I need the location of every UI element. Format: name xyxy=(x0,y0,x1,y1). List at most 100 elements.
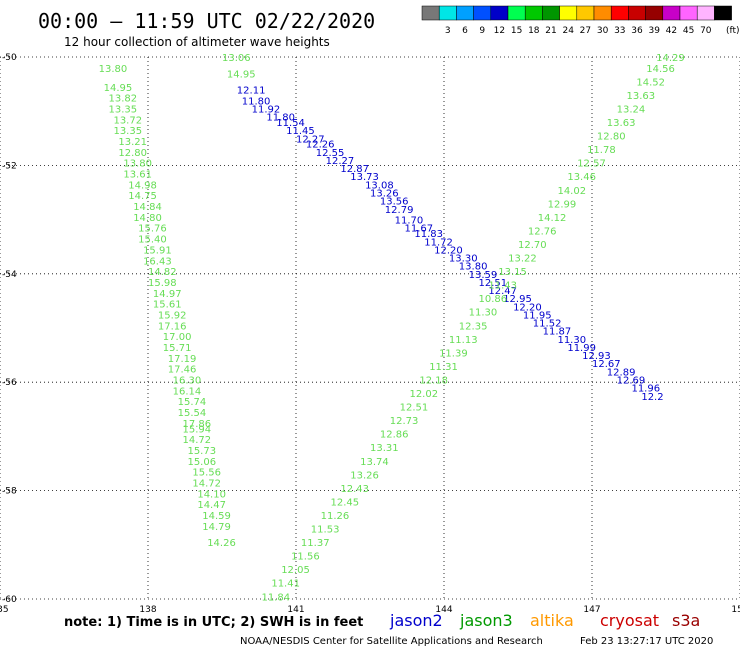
legend-tick-label: 36 xyxy=(631,26,643,36)
y-tick-label: -60 xyxy=(2,595,17,605)
legend-swatch xyxy=(696,5,715,21)
swh-value-label: 11.54 xyxy=(276,118,305,129)
swh-value-label: 12.70 xyxy=(518,240,547,251)
swh-value-label: 11.96 xyxy=(631,384,660,395)
track-b: 12.1111.8011.9211.8011.5411.4512.2712.26… xyxy=(237,86,664,403)
swh-value-label: 15.76 xyxy=(138,224,167,235)
swh-value-label: 14.52 xyxy=(636,77,665,88)
swh-value-label: 16.14 xyxy=(173,386,202,397)
swh-value-label: 14.59 xyxy=(202,511,231,522)
swh-value-label: 11.30 xyxy=(557,335,586,346)
swh-value-label: 13.46 xyxy=(567,172,596,183)
swh-value-label: 13.31 xyxy=(370,443,399,454)
swh-value-label: 17.86 xyxy=(183,419,212,430)
legend-tick-label: 15 xyxy=(511,26,522,36)
swh-value-label: 15.71 xyxy=(163,343,192,354)
legend-swatch xyxy=(421,5,440,21)
swh-value-label: 11.72 xyxy=(424,237,453,248)
swh-value-label: 13.21 xyxy=(118,137,147,148)
swh-value-label: 11.80 xyxy=(242,96,271,107)
swh-value-label: 14.72 xyxy=(183,435,212,446)
swh-value-label: 12.47 xyxy=(488,286,517,297)
legend-tick-label: 18 xyxy=(528,26,540,36)
chart-title: 00:00 – 11:59 UTC 02/22/2020 xyxy=(38,9,375,33)
footer-credit: NOAA/NESDIS Center for Satellite Applica… xyxy=(240,636,543,647)
swh-value-label: 14.79 xyxy=(202,522,231,533)
swh-value-label: 17.16 xyxy=(158,321,187,332)
legend-swatch xyxy=(714,5,732,21)
swh-value-label: 17.00 xyxy=(163,332,192,343)
swh-value-label: 11.70 xyxy=(395,216,424,227)
legend-tick-label: 70 xyxy=(700,26,712,36)
swh-value-label: 15.06 xyxy=(187,457,216,468)
y-tick-label: -50 xyxy=(2,53,17,63)
swh-value-label: 13.30 xyxy=(449,254,478,265)
swh-value-label: 12.79 xyxy=(385,205,414,216)
legend-tick-label: 27 xyxy=(580,26,591,36)
swh-value-label: 13.22 xyxy=(508,254,537,265)
x-tick-label: 141 xyxy=(287,605,304,615)
swh-value-label: 11.37 xyxy=(301,538,330,549)
legend-tick-label: 3 xyxy=(445,26,451,36)
swh-value-label: 12.55 xyxy=(316,148,345,159)
footer-timestamp: Feb 23 13:27:17 UTC 2020 xyxy=(580,636,713,647)
plot-area: 135 138 141 144 147 150 -50 -52 -54 -56 -58 -60 13.0… xyxy=(0,53,740,615)
swh-value-label: 11.78 xyxy=(587,145,616,156)
swh-value-label: 14.82 xyxy=(148,267,177,278)
swh-value-label: 13.82 xyxy=(109,94,138,105)
swh-value-label: 12.2 xyxy=(641,392,663,403)
swh-value-label: 12.99 xyxy=(548,199,577,210)
swh-value-label: 15.98 xyxy=(148,278,177,289)
swh-value-label: 12.51 xyxy=(400,403,429,414)
legend-swatch xyxy=(576,5,595,21)
swh-value-label: 15.92 xyxy=(158,310,187,321)
swh-value-label: 13.80 xyxy=(459,262,488,273)
swh-value-label: 10.86 xyxy=(479,294,508,305)
swh-value-label: 12.27 xyxy=(326,156,355,167)
swh-value-label: 14.56 xyxy=(646,64,675,75)
color-legend: 3 6 9 12 15 18 21 24 27 30 33 36 39 42 45 70 xyxy=(421,5,732,36)
swh-value-label: 12.67 xyxy=(592,359,621,370)
swh-value-label: 11.92 xyxy=(252,104,281,115)
swh-value-label: 12.11 xyxy=(237,86,266,97)
legend-swatch xyxy=(490,5,509,21)
legend-tick-label: 42 xyxy=(666,26,677,36)
legend-swatch xyxy=(628,5,646,21)
swh-value-label: 12.27 xyxy=(296,134,325,145)
swh-value-label: 11.99 xyxy=(567,343,596,354)
legend-tick-label: 9 xyxy=(479,26,485,36)
swh-value-label: 13.63 xyxy=(607,118,636,129)
legend-tick-label: 12 xyxy=(494,26,505,36)
swh-value-label: 12.73 xyxy=(390,416,419,427)
legend-swatch xyxy=(507,5,526,21)
swh-value-label: 14.10 xyxy=(197,489,226,500)
swh-value-label: 11.13 xyxy=(449,335,478,346)
swh-value-label: 11.83 xyxy=(414,229,443,240)
swh-value-label: 14.84 xyxy=(133,202,162,213)
swh-value-label: 11.56 xyxy=(291,552,320,563)
legend-swatch xyxy=(542,5,560,21)
swh-value-label: 13.24 xyxy=(617,104,646,115)
swh-value-label: 13.61 xyxy=(123,170,152,181)
swh-value-label: 13.59 xyxy=(469,270,498,281)
swh-value-label: 13.06 xyxy=(222,53,251,64)
swh-value-label: 11.95 xyxy=(523,310,552,321)
x-tick-label: 144 xyxy=(435,605,452,615)
legend-swatch xyxy=(645,5,664,21)
swh-value-label: 14.26 xyxy=(207,538,236,549)
swh-value-label: 11.31 xyxy=(429,362,458,373)
swh-value-label: 13.56 xyxy=(380,197,409,208)
swh-value-label: 14.47 xyxy=(197,500,226,511)
swh-value-label: 13.35 xyxy=(109,104,138,115)
satellite-legend: jason2 jason3 altika cryosat s3a xyxy=(389,611,700,630)
swh-value-label: 11.53 xyxy=(311,525,340,536)
swh-value-label: 11.41 xyxy=(271,579,300,590)
swh-value-label: 14.95 xyxy=(104,83,133,94)
x-tick-label: 150 xyxy=(731,605,740,615)
swh-value-label: 13.08 xyxy=(365,180,394,191)
x-tick-label: 147 xyxy=(583,605,600,615)
swh-value-label: 12.87 xyxy=(340,164,369,175)
swh-value-label: 15.94 xyxy=(183,424,212,435)
legend-swatch xyxy=(524,5,543,21)
